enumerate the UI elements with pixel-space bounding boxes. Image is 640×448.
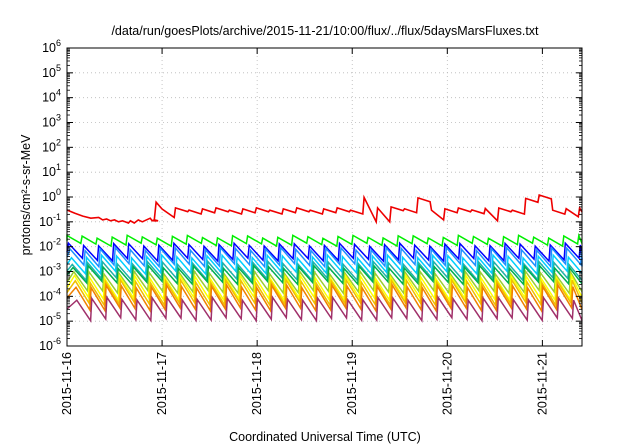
y-tick-label: 104 <box>42 88 61 105</box>
chart-title: /data/run/goesPlots/archive/2015-11-21/1… <box>111 24 539 38</box>
y-tick-label: 100 <box>42 187 61 204</box>
series-line-10 <box>66 277 583 308</box>
series-line-9 <box>66 272 583 303</box>
series-line-7 <box>66 263 583 287</box>
series-line-6 <box>66 259 583 283</box>
x-tick-label: 2015-11-21 <box>535 352 549 415</box>
series-line-12 <box>66 295 583 323</box>
series-line-11 <box>66 282 583 314</box>
x-tick-label: 2015-11-18 <box>250 352 264 415</box>
y-tick-label: 103 <box>42 113 61 130</box>
series-line-5 <box>66 253 583 276</box>
y-tick-label: 10-2 <box>39 237 61 254</box>
series-line-3 <box>66 241 583 263</box>
series-line-8 <box>66 268 583 296</box>
x-tick-label: 2015-11-17 <box>155 352 169 415</box>
plot-frame <box>66 47 583 347</box>
y-tick-label: 10-6 <box>39 336 61 353</box>
series-line-2 <box>66 232 583 248</box>
y-tick-label: 102 <box>42 137 61 154</box>
x-axis-label: Coordinated Universal Time (UTC) <box>229 430 421 444</box>
series-line-4 <box>66 245 583 269</box>
y-tick-label: 10-3 <box>39 262 61 279</box>
x-tick-label: 2015-11-20 <box>440 352 454 415</box>
axes: 106 105 104 103 102 101 100 10-1 10-2 10-3 10-4 10-… <box>39 38 582 415</box>
y-tick-label: 10-1 <box>39 212 61 229</box>
y-axis-label: protons/cm²-s-sr-MeV <box>19 134 33 256</box>
y-tick-label: 10-4 <box>39 286 61 303</box>
y-tick-label: 105 <box>42 63 61 80</box>
y-tick-label: 10-5 <box>39 311 61 328</box>
y-tick-label: 106 <box>42 38 61 55</box>
x-tick-label: 2015-11-19 <box>345 352 359 415</box>
x-tick-label: 2015-11-16 <box>60 352 74 415</box>
series-line-1 <box>66 193 583 225</box>
y-tick-label: 101 <box>42 162 61 179</box>
series-group <box>66 193 583 323</box>
